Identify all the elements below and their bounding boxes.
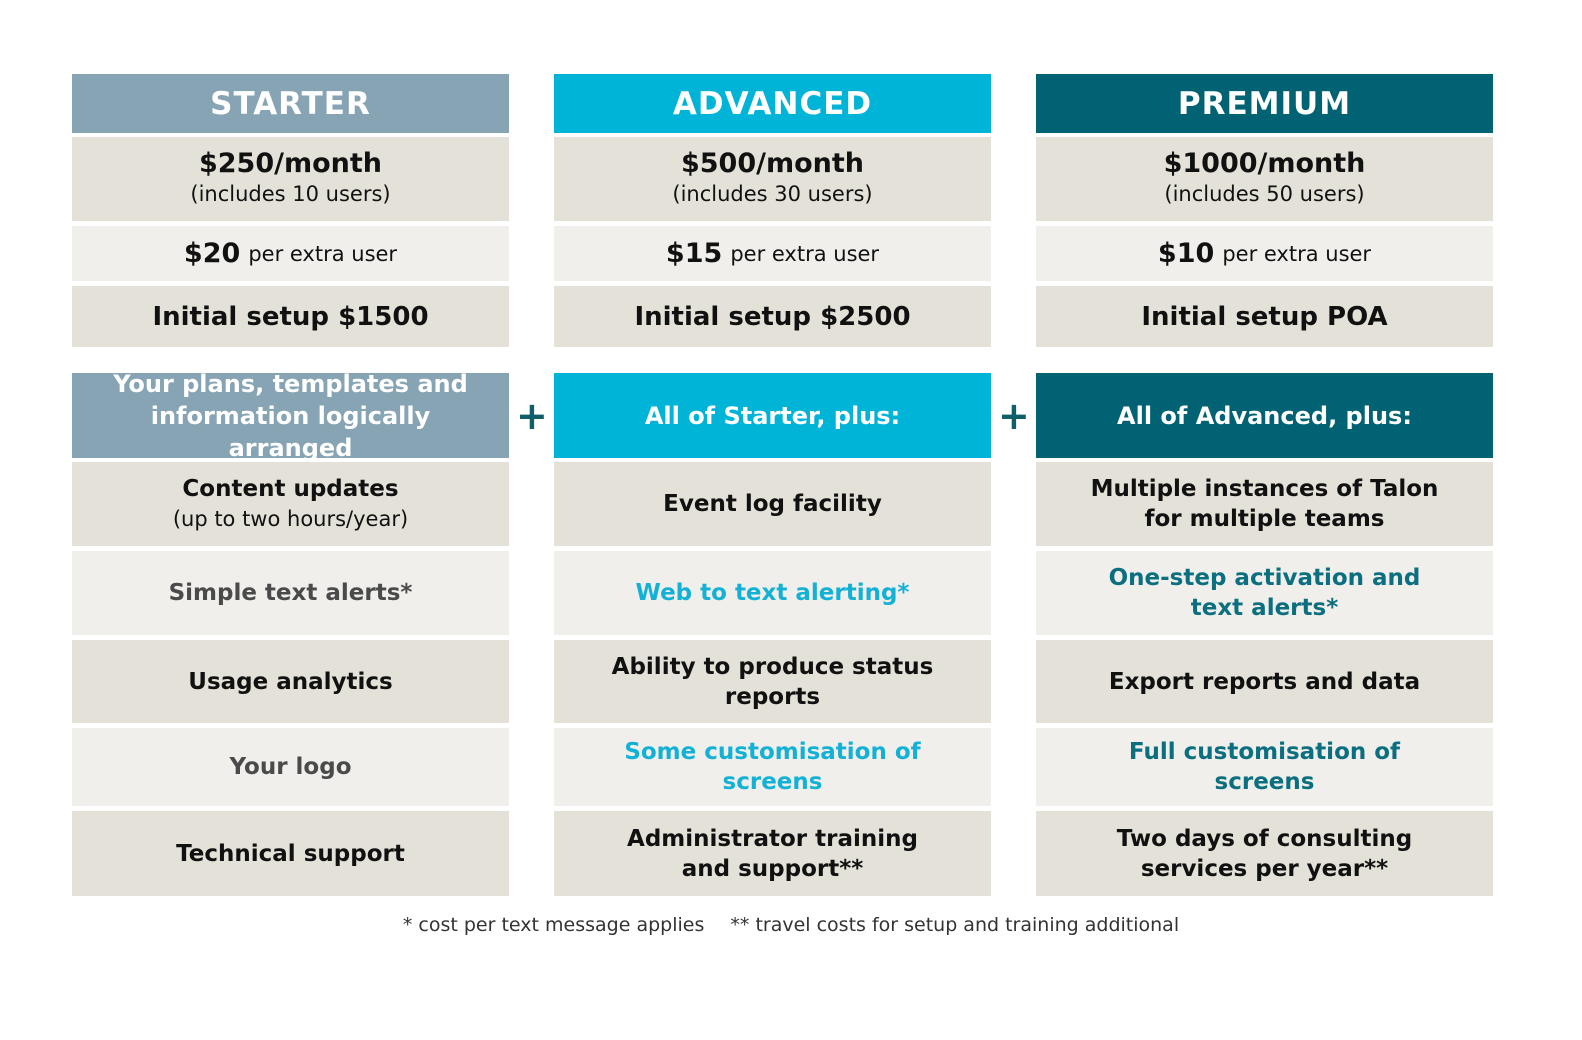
features-header-text: All of Starter, plus:	[644, 401, 901, 430]
feature-row: Multiple instances of Talon for multiple…	[1036, 462, 1493, 546]
feature-text: Simple text alerts*	[168, 580, 413, 606]
plus-icon: +	[998, 394, 1030, 438]
plan-name: PREMIUM	[1036, 74, 1493, 133]
included-users: (includes 30 users)	[672, 182, 873, 206]
footnotes: * cost per text message applies ** trave…	[0, 914, 1582, 936]
plan-name-text: ADVANCED	[672, 85, 873, 122]
feature-text: Some customisation of screens	[624, 739, 921, 795]
extra-user-cell: $15 per extra user	[554, 226, 991, 281]
setup-price: Initial setup POA	[1141, 301, 1388, 332]
feature-text: One-step activation and text alerts*	[1108, 565, 1421, 621]
feature-text: Usage analytics	[188, 668, 393, 695]
features-header: All of Advanced, plus:	[1036, 373, 1493, 458]
feature-text: Export reports and data	[1108, 668, 1421, 695]
setup-cell: Initial setup $2500	[554, 286, 991, 347]
feature-row: Simple text alerts*	[72, 551, 509, 635]
setup-cell: Initial setup POA	[1036, 286, 1493, 347]
feature-row: Ability to produce status reports	[554, 640, 991, 723]
extra-user-cell: $20 per extra user	[72, 226, 509, 281]
monthly-price: $250/month	[198, 148, 383, 179]
features-header: All of Starter, plus:	[554, 373, 991, 458]
features-header-text: All of Advanced, plus:	[1117, 401, 1412, 430]
monthly-price: $500/month	[680, 148, 865, 179]
feature-row: Technical support	[72, 811, 509, 896]
plan-name: STARTER	[72, 74, 509, 133]
price-cell: $1000/month (includes 50 users)	[1036, 137, 1493, 221]
feature-row: One-step activation and text alerts*	[1036, 551, 1493, 635]
plan-name-text: PREMIUM	[1177, 85, 1352, 122]
footnote-text-cost: * cost per text message applies	[402, 914, 705, 936]
included-users: (includes 10 users)	[190, 182, 391, 206]
feature-row: Two days of consulting services per year…	[1036, 811, 1493, 896]
feature-text: Two days of consulting services per year…	[1116, 825, 1413, 882]
plan-name: ADVANCED	[554, 74, 991, 133]
monthly-price: $1000/month	[1163, 148, 1366, 179]
feature-row: Content updates (up to two hours/year)	[72, 462, 509, 546]
feature-row: Your logo	[72, 728, 509, 806]
feature-text: Multiple instances of Talon for multiple…	[1090, 476, 1439, 532]
extra-user-price: $10	[1157, 237, 1215, 269]
extra-user-label: per extra user	[730, 241, 880, 266]
feature-row: Full customisation of screens	[1036, 728, 1493, 806]
features-header: Your plans, templates and information lo…	[72, 370, 509, 462]
extra-user-label: per extra user	[248, 241, 398, 266]
extra-user-label: per extra user	[1222, 241, 1372, 266]
feature-row: Some customisation of screens	[554, 728, 991, 806]
extra-user-cell: $10 per extra user	[1036, 226, 1493, 281]
feature-subtext: (up to two hours/year)	[172, 507, 409, 531]
price-cell: $500/month (includes 30 users)	[554, 137, 991, 221]
plan-name-text: STARTER	[210, 85, 371, 122]
extra-user-price: $15	[665, 237, 723, 269]
feature-row: Export reports and data	[1036, 640, 1493, 723]
included-users: (includes 50 users)	[1164, 182, 1365, 206]
feature-row: Web to text alerting*	[554, 551, 991, 635]
setup-cell: Initial setup $1500	[72, 286, 509, 347]
features-header-text: Your plans, templates and information lo…	[113, 369, 468, 462]
feature-row: Administrator training and support**	[554, 811, 991, 896]
feature-text: Event log facility	[663, 491, 882, 517]
feature-text: Web to text alerting*	[635, 580, 910, 606]
feature-text: Content updates	[182, 476, 399, 502]
footnote-travel-cost: ** travel costs for setup and training a…	[730, 914, 1180, 936]
setup-price: Initial setup $2500	[634, 301, 911, 332]
feature-text: Full customisation of screens	[1128, 739, 1401, 795]
setup-price: Initial setup $1500	[152, 301, 429, 332]
feature-row: Event log facility	[554, 462, 991, 546]
feature-text: Your logo	[229, 754, 352, 780]
feature-text: Ability to produce status reports	[611, 653, 934, 710]
feature-text: Administrator training and support**	[627, 825, 918, 882]
plus-icon: +	[516, 394, 548, 438]
extra-user-price: $20	[183, 237, 241, 269]
price-cell: $250/month (includes 10 users)	[72, 137, 509, 221]
feature-row: Usage analytics	[72, 640, 509, 723]
feature-text: Technical support	[176, 840, 405, 867]
